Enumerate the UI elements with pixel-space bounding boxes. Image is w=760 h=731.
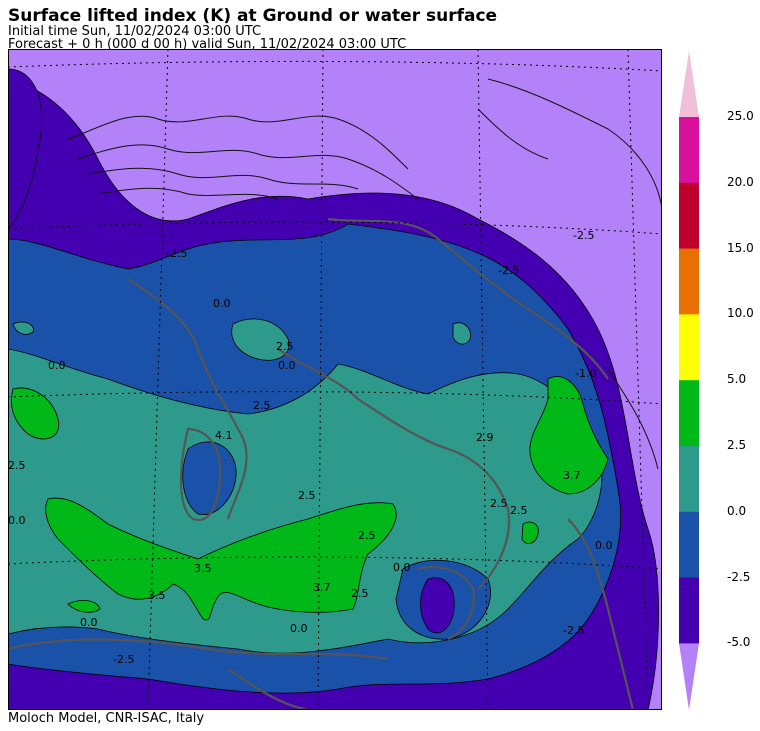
initial-time-label: Initial time Sun, 11/02/2024 03:00 UTC	[8, 24, 262, 39]
band-minus2p5-sardinia	[182, 441, 237, 515]
colorbar-tick-label: 25.0	[727, 109, 754, 123]
contour-label: -2.5	[563, 624, 584, 637]
coastlines	[8, 217, 635, 710]
contour-label: 0.0	[290, 622, 308, 635]
colorbar-tick-label: -2.5	[727, 569, 751, 584]
band-minus5-south	[420, 577, 455, 634]
colorbar-tick-label: 20.0	[727, 174, 754, 189]
contour-label: -2.5	[573, 229, 594, 242]
contour-label: 2.5	[276, 340, 294, 353]
contour-label: -2.5	[498, 264, 519, 277]
map-frame	[8, 49, 662, 710]
colorbar-segment	[679, 248, 699, 315]
contour-labels: 0.0-2.52.50.02.52.52.50.0-2.53.73.52.50.…	[8, 229, 613, 666]
colorbar-tick-label: 5.0	[727, 372, 747, 387]
colorbar-tick-label: 2.5	[727, 438, 747, 452]
colorbar-segment	[679, 446, 699, 513]
colorbar-segment	[679, 117, 699, 184]
contour-label: 0.0	[8, 514, 26, 527]
contour-label: 2.5	[298, 489, 316, 502]
contour-label: 3.7	[563, 469, 581, 482]
graticule	[8, 49, 662, 710]
colorbar-tick-label: 15.0	[727, 240, 754, 255]
colorbar-segment	[679, 314, 699, 381]
band-zero-west	[12, 321, 34, 335]
colorbar	[679, 51, 699, 710]
contour-label: 0.0	[278, 359, 296, 372]
model-credit: Moloch Model, CNR-ISAC, Italy	[8, 711, 205, 726]
colorbar-over-triangle	[679, 51, 699, 117]
contour-label: 2.5	[8, 459, 26, 472]
contour-label: 2.5	[490, 497, 508, 510]
chart-title: Surface lifted index (K) at Ground or wa…	[8, 6, 498, 26]
colorbar-segment	[679, 380, 699, 447]
weather-map: 0.0-2.52.50.02.52.52.50.0-2.53.73.52.50.…	[8, 49, 662, 710]
colorbar-under-triangle	[679, 643, 699, 710]
contour-label: -1.0	[575, 367, 596, 380]
band-green-east	[529, 376, 609, 495]
band-green-central	[45, 497, 397, 621]
colorbar-tick-label: 10.0	[727, 306, 754, 321]
band-zero-small	[452, 322, 471, 345]
colorbar-tick-label: -5.0	[727, 635, 751, 650]
colorbar-segment	[679, 577, 699, 644]
terrain-contours	[67, 78, 662, 470]
contour-label: -2.5	[113, 653, 134, 666]
contour-label: 2.5	[510, 504, 528, 517]
forecast-time-label: Forecast + 0 h (000 d 00 h) valid Sun, 1…	[8, 37, 407, 52]
colorbar-segment	[679, 511, 699, 579]
contour-label: 0.0	[595, 539, 613, 552]
contour-label: 2.9	[476, 431, 494, 444]
contour-label: 0.0	[213, 297, 231, 310]
contour-label: 3.5	[194, 562, 212, 575]
band-green-south	[67, 599, 101, 613]
contour-label: 2.5	[253, 399, 271, 412]
band-green-west	[11, 387, 60, 440]
band-zero-sardinia-north	[231, 318, 290, 361]
colorbar-segment	[679, 182, 699, 250]
contour-label: 2.5	[358, 529, 376, 542]
contour-label: 3.7	[313, 581, 331, 594]
contour-label: 0.0	[80, 616, 98, 629]
band-minus5-nw	[8, 68, 43, 230]
contour-label: 2.5	[351, 587, 369, 600]
colorbar-tick-label: 0.0	[727, 503, 747, 518]
contour-label: 4.1	[215, 429, 233, 442]
contour-label: 0.0	[393, 561, 411, 574]
band-green-east-small	[521, 521, 539, 544]
contour-label: 3.5	[148, 589, 166, 602]
contour-label: -2.5	[166, 247, 187, 260]
contour-label: 0.0	[48, 359, 66, 372]
